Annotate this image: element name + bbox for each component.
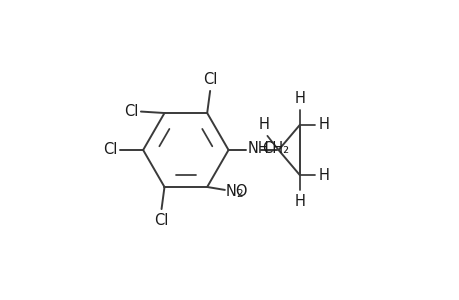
Text: Cl: Cl <box>103 142 117 158</box>
Text: Cl: Cl <box>124 104 138 119</box>
Text: H: H <box>318 118 329 133</box>
Text: CH₂: CH₂ <box>261 141 288 156</box>
Text: H: H <box>318 167 329 182</box>
Text: NH: NH <box>247 141 269 156</box>
Text: NO: NO <box>225 184 248 199</box>
Text: H: H <box>294 194 305 209</box>
Text: Cl: Cl <box>154 213 168 228</box>
Text: Cl: Cl <box>202 72 217 87</box>
Text: 2: 2 <box>235 189 242 199</box>
Text: H: H <box>258 117 269 132</box>
Text: H: H <box>294 91 305 106</box>
